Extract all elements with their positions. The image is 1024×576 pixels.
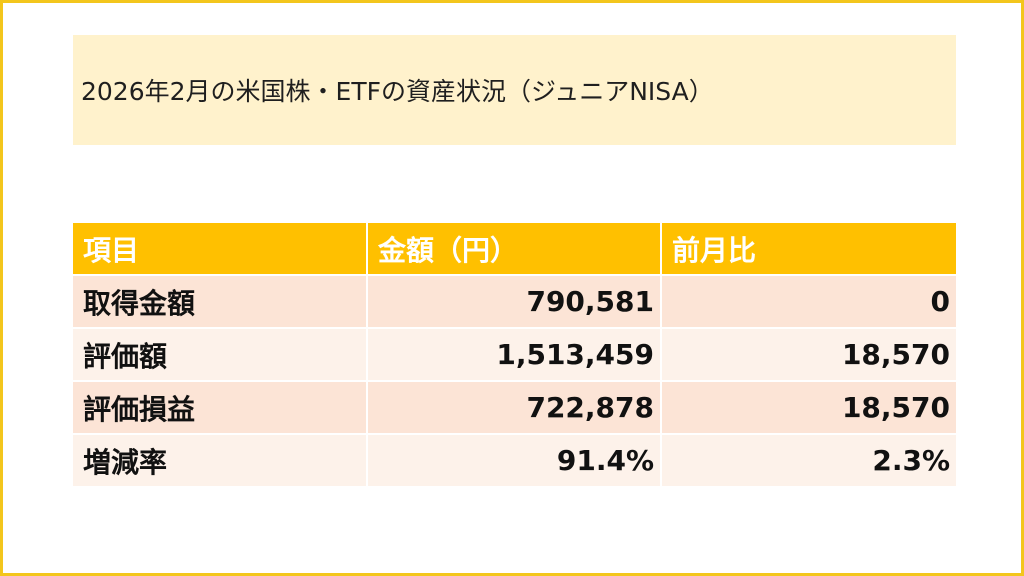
- row-amount: 790,581: [368, 276, 662, 329]
- row-label: 評価額: [73, 329, 368, 382]
- row-label: 取得金額: [73, 276, 368, 329]
- row-amount: 722,878: [368, 382, 662, 435]
- row-label: 評価損益: [73, 382, 368, 435]
- table-row: 増減率 91.4% 2.3%: [73, 435, 956, 488]
- header-item: 項目: [73, 223, 368, 276]
- title-banner: 2026年2月の米国株・ETFの資産状況（ジュニアNISA）: [73, 35, 956, 145]
- row-month-over-month: 0: [662, 276, 956, 329]
- table-row: 評価額 1,513,459 18,570: [73, 329, 956, 382]
- row-label: 増減率: [73, 435, 368, 488]
- row-month-over-month: 2.3%: [662, 435, 956, 488]
- asset-status-table: 項目 金額（円） 前月比 取得金額 790,581 0 評価額 1,513,45…: [73, 223, 956, 488]
- table-row: 評価損益 722,878 18,570: [73, 382, 956, 435]
- row-amount: 1,513,459: [368, 329, 662, 382]
- table-row: 取得金額 790,581 0: [73, 276, 956, 329]
- row-amount: 91.4%: [368, 435, 662, 488]
- header-month-over-month: 前月比: [662, 223, 956, 276]
- table-header-row: 項目 金額（円） 前月比: [73, 223, 956, 276]
- page-title: 2026年2月の米国株・ETFの資産状況（ジュニアNISA）: [81, 77, 714, 106]
- header-amount: 金額（円）: [368, 223, 662, 276]
- row-month-over-month: 18,570: [662, 382, 956, 435]
- row-month-over-month: 18,570: [662, 329, 956, 382]
